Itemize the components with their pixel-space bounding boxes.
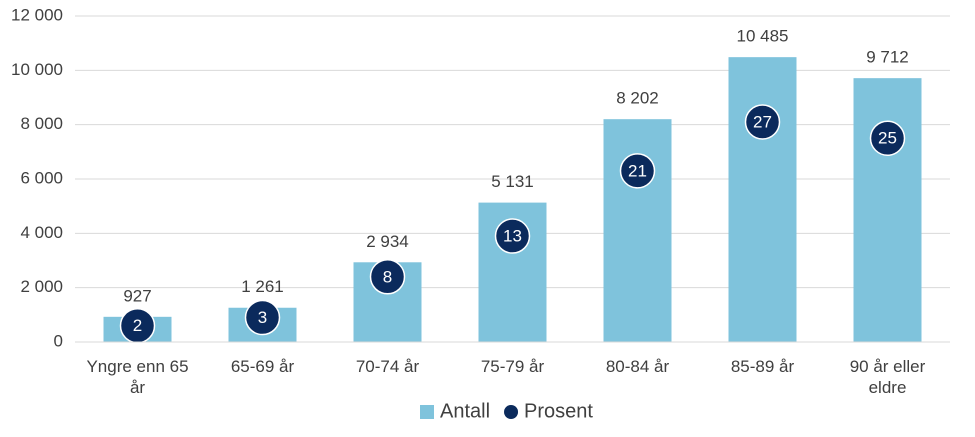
point-label: 25: [878, 129, 897, 148]
point-label: 2: [133, 316, 142, 335]
y-tick-label: 8 000: [20, 114, 63, 133]
y-tick-label: 12 000: [11, 5, 63, 24]
legend-label: Antall: [440, 400, 490, 422]
x-tick-label: 65-69 år: [230, 357, 295, 376]
data-label: 927: [123, 286, 151, 305]
point-label: 27: [753, 112, 772, 131]
point: [619, 153, 656, 189]
y-tick-label: 2 000: [20, 277, 63, 296]
bar: [728, 57, 797, 342]
point: [494, 218, 531, 254]
legend-marker: [420, 405, 434, 419]
data-label: 1 261: [241, 277, 284, 296]
x-tick-label: 80-84 år: [605, 357, 670, 376]
bar: [603, 119, 672, 342]
x-tick-label: 90 år eller eldre: [849, 357, 926, 397]
y-tick-label: 4 000: [20, 223, 63, 242]
data-label: 2 934: [366, 232, 409, 251]
x-tick-label: 75-79 år: [480, 357, 545, 376]
point-label: 13: [503, 227, 522, 246]
x-tick-label: 85-89 år: [730, 357, 795, 376]
point: [244, 299, 281, 336]
legend-label: Prosent: [524, 400, 593, 422]
y-tick-label: 10 000: [11, 60, 63, 79]
legend-marker: [504, 405, 519, 419]
x-tick-label: Yngre enn 65 år: [86, 357, 189, 397]
point: [869, 120, 906, 156]
point: [119, 307, 156, 344]
point-label: 3: [258, 308, 267, 327]
y-tick-label: 0: [54, 331, 63, 350]
point: [369, 259, 406, 295]
data-label: 5 131: [491, 172, 534, 191]
point-label: 8: [383, 267, 392, 286]
bar: [853, 78, 922, 342]
y-tick-label: 6 000: [20, 168, 63, 187]
point-label: 21: [628, 161, 647, 180]
data-label: 9 712: [866, 48, 909, 67]
x-tick-label: 70-74 år: [355, 357, 420, 376]
data-label: 10 485: [737, 27, 789, 46]
data-label: 8 202: [616, 89, 659, 108]
point: [744, 104, 781, 140]
